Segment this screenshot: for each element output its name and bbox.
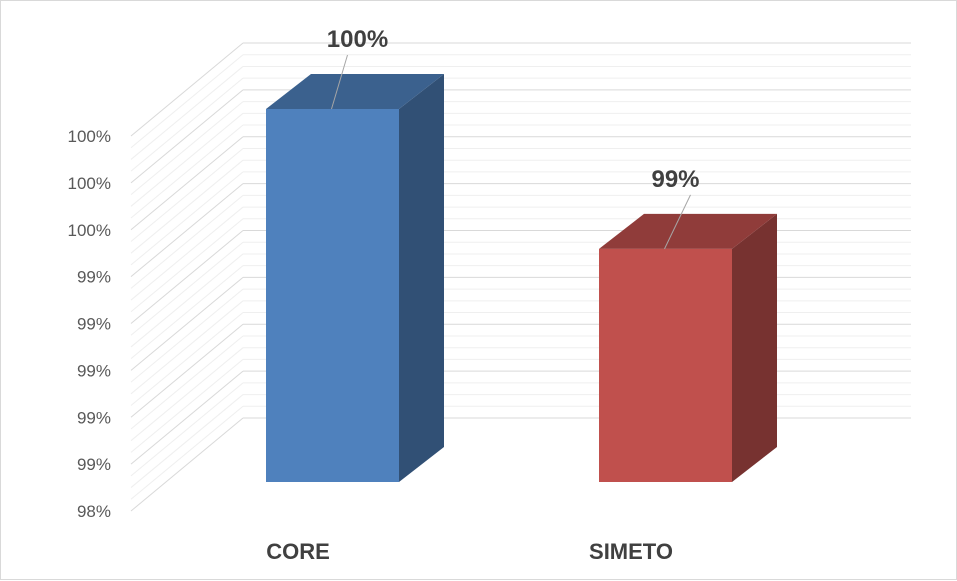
gridline-side	[130, 136, 244, 231]
gridline-side	[130, 265, 244, 360]
gridline-side	[130, 194, 244, 289]
gridline-side	[130, 241, 244, 336]
gridline-side	[130, 54, 244, 149]
gridline-side	[130, 230, 244, 324]
gridline-side	[130, 89, 244, 184]
gridline-side	[130, 347, 244, 442]
gridline-side	[130, 323, 244, 418]
y-tick-label: 98%	[77, 502, 111, 521]
gridline-side	[130, 276, 244, 371]
gridline-side	[130, 405, 244, 500]
gridline-side	[130, 335, 244, 430]
gridline-side	[130, 171, 244, 266]
bar-side	[732, 213, 777, 482]
gridline-side	[130, 124, 244, 219]
gridline-side	[130, 77, 244, 172]
gridline-side	[130, 288, 244, 383]
gridline-side	[130, 183, 244, 278]
y-tick-label: 99%	[77, 268, 111, 287]
y-tick-label: 99%	[77, 361, 111, 380]
gridline-side	[130, 148, 244, 242]
bar-simeto	[599, 213, 777, 482]
data-label-leader	[664, 194, 691, 250]
gridline-side	[130, 253, 244, 348]
bar-front	[266, 109, 399, 482]
y-tick-label: 99%	[77, 315, 111, 334]
bar-core	[266, 74, 444, 482]
y-tick-label: 100%	[68, 127, 111, 146]
bar-front	[599, 248, 732, 482]
y-tick-label: 100%	[68, 221, 111, 240]
gridline-side	[130, 112, 244, 207]
gridline-side	[130, 159, 244, 254]
bar-top	[266, 74, 444, 109]
y-tick-label: 99%	[77, 455, 111, 474]
chart-data-labels: 100% 99%	[327, 26, 700, 250]
y-axis-tick-labels: 98% 99% 99% 99% 99% 99% 100% 100% 100%	[68, 127, 111, 521]
x-category-label: SIMETO	[589, 539, 673, 564]
gridline-side	[130, 382, 244, 477]
chart-gridlines	[130, 42, 911, 512]
data-label: 100%	[327, 26, 388, 53]
gridline-side	[130, 417, 244, 512]
gridline-side	[130, 218, 244, 313]
gridline-side	[130, 300, 244, 395]
bar-side	[399, 74, 444, 482]
y-tick-label: 100%	[68, 174, 111, 193]
gridline-side	[130, 206, 244, 301]
gridline-side	[130, 394, 244, 488]
x-category-label: CORE	[266, 539, 330, 564]
bar-top	[599, 213, 777, 249]
gridline-side	[130, 370, 244, 465]
gridline-side	[130, 42, 244, 137]
gridline-side	[130, 66, 244, 160]
x-axis-category-labels: CORE SIMETO	[266, 539, 673, 564]
gridline-side	[130, 312, 244, 406]
data-label: 99%	[651, 166, 699, 193]
chart-bars	[266, 74, 777, 482]
y-tick-label: 99%	[77, 408, 111, 427]
gridline-side	[130, 359, 244, 453]
gridline-side	[130, 101, 244, 195]
data-label-leader	[331, 54, 348, 110]
